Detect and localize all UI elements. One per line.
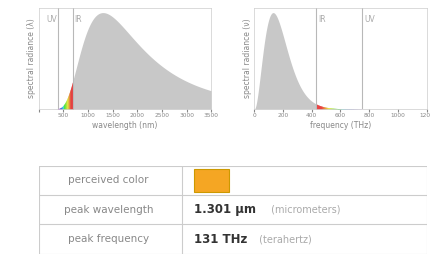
Y-axis label: spectral radiance (ν): spectral radiance (ν) <box>242 19 251 98</box>
Y-axis label: spectral radiance (λ): spectral radiance (λ) <box>27 18 36 98</box>
Text: (micrometers): (micrometers) <box>267 205 339 215</box>
X-axis label: wavelength (nm): wavelength (nm) <box>92 121 157 130</box>
Text: 131 THz: 131 THz <box>194 233 247 246</box>
Text: UV: UV <box>363 16 374 25</box>
Text: IR: IR <box>74 16 82 25</box>
Bar <box>194 169 228 192</box>
X-axis label: frequency (THz): frequency (THz) <box>309 121 370 130</box>
Text: IR: IR <box>317 16 325 25</box>
Text: peak frequency: peak frequency <box>68 234 149 244</box>
Text: 1.301 μm: 1.301 μm <box>194 203 255 216</box>
Text: peak wavelength: peak wavelength <box>64 205 153 215</box>
Text: UV: UV <box>46 16 57 25</box>
Text: (terahertz): (terahertz) <box>255 234 311 244</box>
Text: perceived color: perceived color <box>68 175 148 185</box>
